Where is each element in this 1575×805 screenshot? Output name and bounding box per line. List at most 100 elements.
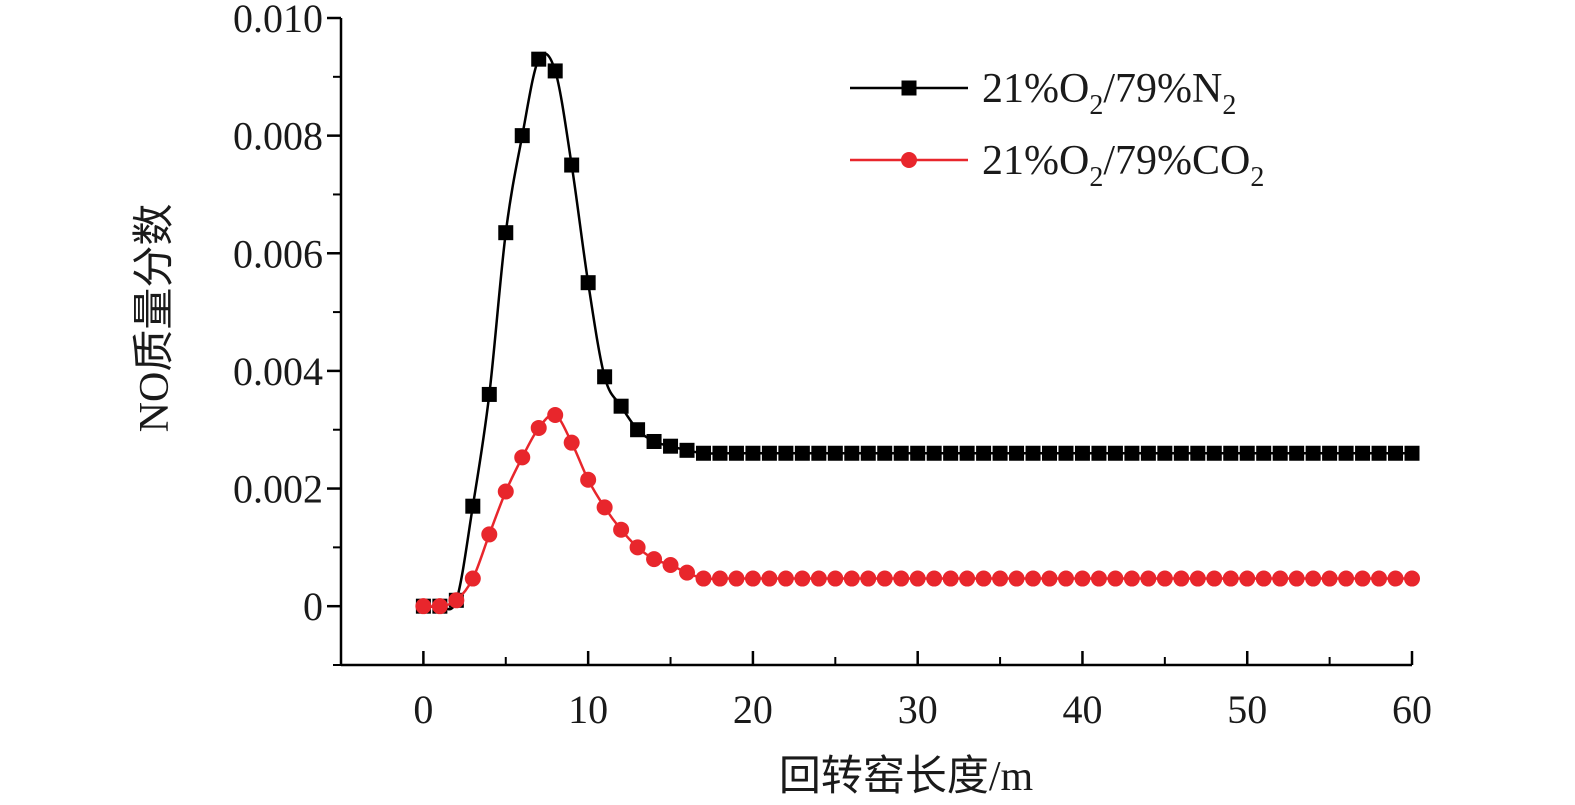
data-point bbox=[1074, 570, 1091, 587]
data-point bbox=[1239, 445, 1255, 461]
data-point bbox=[1255, 570, 1272, 587]
data-point bbox=[876, 570, 893, 587]
series-1 bbox=[415, 51, 1420, 614]
data-point bbox=[926, 570, 943, 587]
ticks bbox=[327, 16, 1414, 666]
data-point bbox=[1074, 445, 1090, 461]
x-axis-title: 回转窑长度/m bbox=[779, 754, 1034, 800]
data-point bbox=[547, 407, 564, 424]
data-point bbox=[943, 445, 959, 461]
data-point bbox=[1305, 570, 1322, 587]
data-point bbox=[711, 570, 728, 587]
x-tick-label: 50 bbox=[1227, 687, 1267, 732]
data-point bbox=[464, 570, 481, 587]
data-point bbox=[712, 445, 728, 461]
data-point bbox=[926, 445, 942, 461]
legend-text-part: 21%O bbox=[982, 138, 1089, 184]
data-point bbox=[1388, 445, 1404, 461]
legend-marker bbox=[901, 152, 917, 168]
data-point bbox=[827, 570, 844, 587]
y-axis-title: NO质量分数 bbox=[132, 204, 178, 433]
data-point bbox=[481, 526, 498, 543]
data-point bbox=[1140, 445, 1156, 461]
data-point bbox=[448, 592, 465, 609]
data-point bbox=[580, 471, 597, 488]
x-tick-label: 0 bbox=[413, 687, 433, 732]
data-point bbox=[893, 570, 910, 587]
data-point bbox=[1288, 570, 1305, 587]
axes bbox=[339, 18, 1412, 667]
data-point bbox=[498, 225, 514, 241]
data-point bbox=[959, 570, 976, 587]
legend-subscript: 2 bbox=[1089, 162, 1103, 193]
data-point bbox=[1090, 570, 1107, 587]
x-tick-label: 10 bbox=[568, 687, 608, 732]
data-point bbox=[1338, 445, 1354, 461]
data-point bbox=[728, 570, 745, 587]
data-point bbox=[613, 398, 629, 414]
y-tick-label: 0.006 bbox=[233, 231, 323, 276]
legend-text-part: /79%N bbox=[1103, 66, 1222, 112]
series-2 bbox=[415, 407, 1420, 615]
y-tick-label: 0.004 bbox=[233, 349, 323, 394]
data-point bbox=[860, 445, 876, 461]
data-point bbox=[1025, 570, 1042, 587]
data-point bbox=[1371, 445, 1387, 461]
data-point bbox=[910, 445, 926, 461]
data-point bbox=[531, 51, 547, 67]
data-point bbox=[580, 275, 596, 291]
data-point bbox=[794, 445, 810, 461]
data-point bbox=[646, 551, 663, 568]
data-point bbox=[613, 521, 630, 538]
data-point bbox=[810, 570, 827, 587]
data-point bbox=[1042, 445, 1058, 461]
data-point bbox=[1355, 445, 1371, 461]
data-point bbox=[811, 445, 827, 461]
data-point bbox=[1338, 570, 1355, 587]
data-point bbox=[596, 499, 613, 516]
data-point bbox=[1156, 570, 1173, 587]
data-point bbox=[1190, 445, 1206, 461]
data-point bbox=[1404, 445, 1420, 461]
x-tick-label: 60 bbox=[1392, 687, 1432, 732]
data-point bbox=[481, 386, 497, 402]
data-point bbox=[1206, 445, 1222, 461]
legend-subscript: 2 bbox=[1222, 90, 1236, 121]
data-point bbox=[942, 570, 959, 587]
series-line bbox=[423, 52, 1412, 611]
data-point bbox=[1157, 445, 1173, 461]
data-point bbox=[1305, 445, 1321, 461]
data-point bbox=[1140, 570, 1157, 587]
data-point bbox=[1107, 570, 1124, 587]
y-tick-label: 0.010 bbox=[233, 0, 323, 41]
data-point bbox=[959, 445, 975, 461]
data-point bbox=[530, 419, 547, 436]
data-point bbox=[679, 442, 695, 458]
data-point bbox=[1009, 445, 1025, 461]
data-point bbox=[992, 445, 1008, 461]
legend-subscript: 2 bbox=[1250, 162, 1264, 193]
data-point bbox=[1223, 445, 1239, 461]
y-tick-label: 0.002 bbox=[233, 467, 323, 512]
data-point bbox=[1124, 445, 1140, 461]
data-point bbox=[1091, 445, 1107, 461]
data-point bbox=[1025, 445, 1041, 461]
legend-text-part: /79%CO bbox=[1103, 138, 1250, 184]
data-point bbox=[744, 570, 761, 587]
data-point bbox=[1173, 570, 1190, 587]
data-point bbox=[563, 434, 580, 451]
x-tick-label: 40 bbox=[1062, 687, 1102, 732]
data-point bbox=[629, 539, 646, 556]
data-point bbox=[679, 564, 696, 581]
data-point bbox=[597, 369, 613, 385]
data-point bbox=[1289, 445, 1305, 461]
data-point bbox=[843, 570, 860, 587]
x-tick-label: 30 bbox=[898, 687, 938, 732]
plot-area bbox=[415, 51, 1420, 615]
data-point bbox=[1222, 570, 1239, 587]
data-point bbox=[415, 598, 432, 615]
data-point bbox=[745, 445, 761, 461]
data-point bbox=[1058, 445, 1074, 461]
data-point bbox=[1272, 445, 1288, 461]
